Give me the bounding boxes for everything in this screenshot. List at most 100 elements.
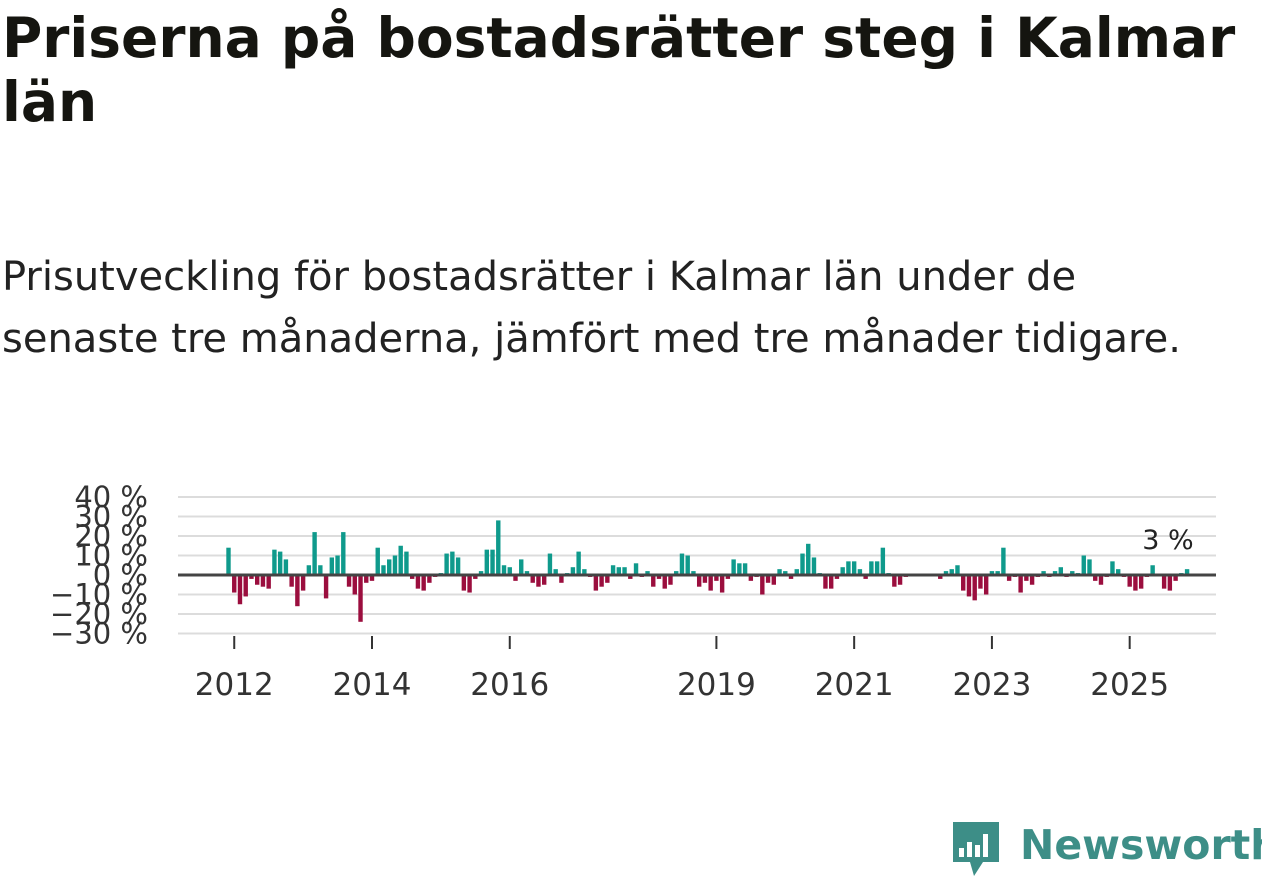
bar xyxy=(272,549,277,575)
bar xyxy=(622,567,627,575)
bar xyxy=(461,575,467,591)
bar xyxy=(702,575,708,583)
bar xyxy=(1116,569,1121,575)
bar xyxy=(542,575,547,585)
newsworthy-icon xyxy=(953,822,999,876)
x-tick-label: 2019 xyxy=(677,667,756,703)
gridlines xyxy=(178,496,1216,635)
bar xyxy=(266,575,271,589)
bar xyxy=(277,551,283,575)
bar xyxy=(811,557,817,575)
bar xyxy=(651,575,656,587)
y-tick-label: 20 % xyxy=(74,519,148,553)
bar xyxy=(392,555,398,575)
bar xyxy=(742,563,748,575)
y-tick-label: 30 % xyxy=(74,500,148,534)
bar xyxy=(656,575,662,579)
bar xyxy=(1161,575,1167,589)
bar xyxy=(610,565,616,575)
bar xyxy=(1167,575,1173,591)
bar xyxy=(398,545,403,575)
bar xyxy=(719,575,725,593)
bar xyxy=(892,575,897,587)
bar xyxy=(748,575,754,581)
bar xyxy=(983,575,989,595)
bar xyxy=(478,571,484,575)
x-tick-label: 2023 xyxy=(952,667,1031,703)
bar xyxy=(300,575,306,591)
bar xyxy=(783,571,788,575)
bar xyxy=(421,575,426,591)
bar xyxy=(404,551,409,575)
bar xyxy=(714,575,719,581)
bar xyxy=(582,569,587,575)
bar xyxy=(576,551,581,575)
bar xyxy=(978,575,983,589)
bar xyxy=(547,553,553,575)
bar xyxy=(450,551,455,575)
y-tick-label: 0 % xyxy=(93,558,148,592)
brand-name: Newsworthy xyxy=(1020,821,1262,869)
bar xyxy=(840,567,845,575)
bar xyxy=(260,575,266,587)
bar xyxy=(1070,571,1075,575)
bar xyxy=(863,575,868,579)
bar xyxy=(995,571,1000,575)
bar xyxy=(312,532,317,575)
bar xyxy=(1087,559,1092,575)
bar xyxy=(949,569,954,575)
bar xyxy=(232,575,237,593)
bar xyxy=(1081,555,1086,575)
bar xyxy=(857,569,863,575)
bar xyxy=(788,575,794,579)
bar xyxy=(455,557,461,575)
newsworthy-logo: Newsworthy xyxy=(950,818,1262,878)
bar xyxy=(696,575,702,587)
bar xyxy=(1150,565,1155,575)
bar xyxy=(306,565,312,575)
bar xyxy=(685,555,690,575)
bar-chart: 40 %30 %20 %10 %0 %−10 %−20 %−30 % 2012 2… xyxy=(50,480,1216,703)
bar xyxy=(1127,575,1132,587)
bar xyxy=(708,575,713,591)
bar xyxy=(806,543,811,575)
bar xyxy=(1173,575,1178,581)
bar xyxy=(249,575,254,579)
bar xyxy=(800,553,805,575)
bar xyxy=(409,575,415,579)
bar xyxy=(524,571,530,575)
bar xyxy=(679,553,685,575)
bar xyxy=(255,575,260,585)
bar xyxy=(1006,575,1012,581)
bar xyxy=(283,559,289,575)
bar xyxy=(943,571,949,575)
bar xyxy=(530,575,535,583)
bar xyxy=(427,575,432,583)
bar xyxy=(725,575,731,579)
bar xyxy=(1133,575,1138,591)
bar xyxy=(771,575,776,585)
bar xyxy=(674,571,679,575)
bar xyxy=(645,571,650,575)
bar xyxy=(1052,571,1058,575)
bar xyxy=(599,575,604,587)
bar xyxy=(1138,575,1144,589)
bar xyxy=(731,559,736,575)
chart-title: Priserna på bostadsrätter steg i Kalmar … xyxy=(2,6,1236,134)
bar xyxy=(226,547,231,575)
bar xyxy=(369,575,375,581)
bar xyxy=(737,563,742,575)
bar xyxy=(834,575,840,579)
bar xyxy=(323,575,329,599)
bar xyxy=(375,547,380,575)
bar xyxy=(335,555,340,575)
bar xyxy=(1058,567,1063,575)
bar xyxy=(851,561,857,575)
chart-subtitle: Prisutveckling för bostadsrätter i Kalma… xyxy=(2,254,1181,362)
bar xyxy=(593,575,599,591)
x-tick-label: 2025 xyxy=(1090,667,1169,703)
bar xyxy=(295,575,300,607)
bar xyxy=(966,575,972,597)
bar xyxy=(874,561,880,575)
bar xyxy=(346,575,352,587)
